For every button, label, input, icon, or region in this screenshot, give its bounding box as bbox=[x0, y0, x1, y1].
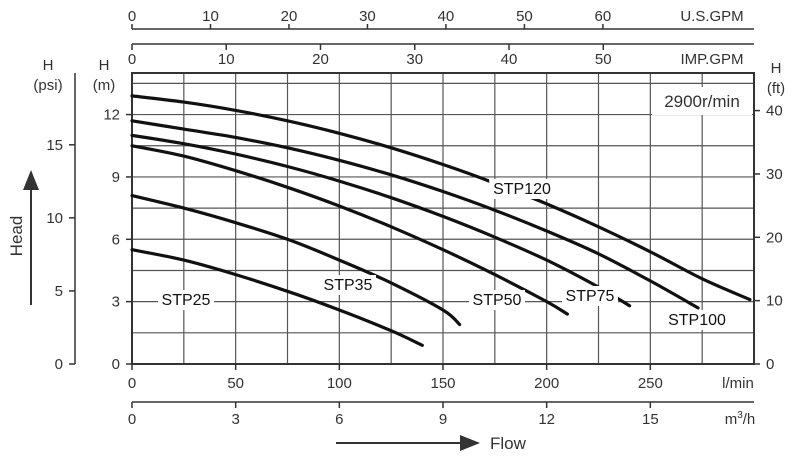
series-label-background bbox=[469, 290, 525, 310]
y-tick-label-ft: 20 bbox=[766, 229, 783, 246]
x-tick-label-m3h: 9 bbox=[439, 411, 447, 428]
x-tick-label-usgpm: 10 bbox=[202, 8, 219, 25]
x-tick-label-impgpm: 20 bbox=[312, 51, 329, 68]
x-tick-label-impgpm: 50 bbox=[595, 51, 612, 68]
x-unit-lmin: l/min bbox=[722, 375, 754, 392]
y-unit-psi-line1: H bbox=[43, 57, 54, 74]
y-unit-m-line1: H bbox=[99, 57, 110, 74]
series-label-stp25: STP25 bbox=[162, 292, 211, 309]
x-unit-impgpm: IMP.GPM bbox=[680, 51, 743, 68]
x-tick-label-usgpm: 40 bbox=[438, 8, 455, 25]
speed-label: 2900r/min bbox=[664, 92, 740, 111]
y-tick-label-m: 3 bbox=[112, 294, 120, 311]
x-unit-m3h: m3/h bbox=[725, 410, 756, 428]
x-tick-label-usgpm: 50 bbox=[516, 8, 533, 25]
speed-label-group: 2900r/min bbox=[652, 87, 752, 115]
x-tick-label-lmin: 100 bbox=[327, 375, 352, 392]
x-tick-label-m3h: 0 bbox=[128, 411, 136, 428]
series-label-stp50: STP50 bbox=[473, 292, 522, 309]
curve-stp35 bbox=[130, 194, 462, 327]
series-label-background bbox=[664, 310, 730, 330]
y-tick-label-ft: 10 bbox=[766, 293, 783, 310]
series-label-background bbox=[320, 275, 376, 295]
series-label-group-stp35: STP35 bbox=[320, 275, 376, 295]
y-unit-ft-line1: H bbox=[771, 60, 782, 77]
x-tick-label-impgpm: 30 bbox=[406, 51, 423, 68]
series-label-group-stp75: STP75 bbox=[562, 286, 618, 306]
y-tick-label-m: 0 bbox=[112, 356, 120, 373]
x-tick-label-impgpm: 0 bbox=[128, 51, 136, 68]
x-tick-label-lmin: 50 bbox=[227, 375, 244, 392]
x-tick-label-impgpm: 40 bbox=[501, 51, 518, 68]
x-tick-label-m3h: 6 bbox=[335, 411, 343, 428]
x-tick-label-lmin: 0 bbox=[128, 375, 136, 392]
y-tick-label-psi: 15 bbox=[46, 137, 63, 154]
x-tick-label-m3h: 15 bbox=[642, 411, 659, 428]
x-unit-m3h-base: m bbox=[725, 411, 738, 428]
x-tick-label-m3h: 12 bbox=[538, 411, 555, 428]
series-label-group-stp25: STP25 bbox=[158, 290, 214, 310]
y-tick-label-m: 12 bbox=[103, 107, 120, 124]
x-unit-m3h-tail: /h bbox=[743, 411, 756, 428]
x-tick-label-m3h: 3 bbox=[231, 411, 239, 428]
x-tick-label-lmin: 250 bbox=[638, 375, 663, 392]
y-tick-label-ft: 0 bbox=[766, 356, 774, 373]
labels-layer: 2900r/min STP25 STP35 STP50 STP75 STP100 STP12… bbox=[158, 87, 752, 330]
series-label-background bbox=[562, 286, 618, 306]
speed-label-background bbox=[652, 87, 752, 115]
series-label-stp75: STP75 bbox=[566, 288, 615, 305]
series-label-stp35: STP35 bbox=[324, 277, 373, 294]
x-tick-label-usgpm: 20 bbox=[281, 8, 298, 25]
y-unit-ft-line2: (ft) bbox=[767, 80, 785, 97]
x-tick-label-usgpm: 60 bbox=[595, 8, 612, 25]
y-axis-title-head: Head bbox=[7, 216, 26, 257]
y-tick-label-psi: 10 bbox=[46, 210, 63, 227]
curve-stp75 bbox=[130, 133, 632, 308]
y-unit-m-line2: (m) bbox=[93, 77, 116, 94]
series-label-stp100: STP100 bbox=[668, 312, 726, 329]
curve-stp120 bbox=[130, 94, 752, 302]
series-label-background bbox=[489, 179, 555, 199]
series-label-stp120: STP120 bbox=[493, 181, 551, 198]
y-tick-label-m: 6 bbox=[112, 231, 120, 248]
y-tick-label-psi: 5 bbox=[55, 283, 63, 300]
curves-layer bbox=[130, 94, 752, 347]
x-tick-label-lmin: 150 bbox=[430, 375, 455, 392]
series-label-group-stp50: STP50 bbox=[469, 290, 525, 310]
series-label-group-stp120: STP120 bbox=[489, 179, 555, 199]
x-tick-label-usgpm: 0 bbox=[128, 8, 136, 25]
x-unit-usgpm: U.S.GPM bbox=[680, 8, 743, 25]
curve-stp100 bbox=[130, 119, 700, 310]
x-tick-label-impgpm: 10 bbox=[218, 51, 235, 68]
y-unit-psi-line2: (psi) bbox=[33, 77, 62, 94]
y-tick-label-m: 9 bbox=[112, 169, 120, 186]
y-tick-label-ft: 40 bbox=[766, 103, 783, 120]
grid-layer bbox=[131, 72, 755, 365]
y-tick-label-psi: 0 bbox=[55, 356, 63, 373]
x-axis-title-flow: Flow bbox=[490, 434, 527, 453]
x-tick-label-usgpm: 30 bbox=[359, 8, 376, 25]
series-label-background bbox=[158, 290, 214, 310]
curve-stp25 bbox=[130, 248, 424, 347]
series-label-group-stp100: STP100 bbox=[664, 310, 730, 330]
x-tick-label-lmin: 200 bbox=[534, 375, 559, 392]
y-tick-label-ft: 30 bbox=[766, 166, 783, 183]
x-unit-m3h-sup: 3 bbox=[737, 410, 743, 421]
curve-stp50 bbox=[130, 144, 569, 316]
